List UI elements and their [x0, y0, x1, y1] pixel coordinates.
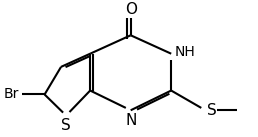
Text: S: S [207, 103, 216, 118]
Text: O: O [125, 2, 137, 17]
Text: Br: Br [4, 88, 19, 102]
Text: N: N [125, 113, 136, 128]
Text: NH: NH [174, 45, 195, 59]
Text: S: S [61, 118, 71, 133]
